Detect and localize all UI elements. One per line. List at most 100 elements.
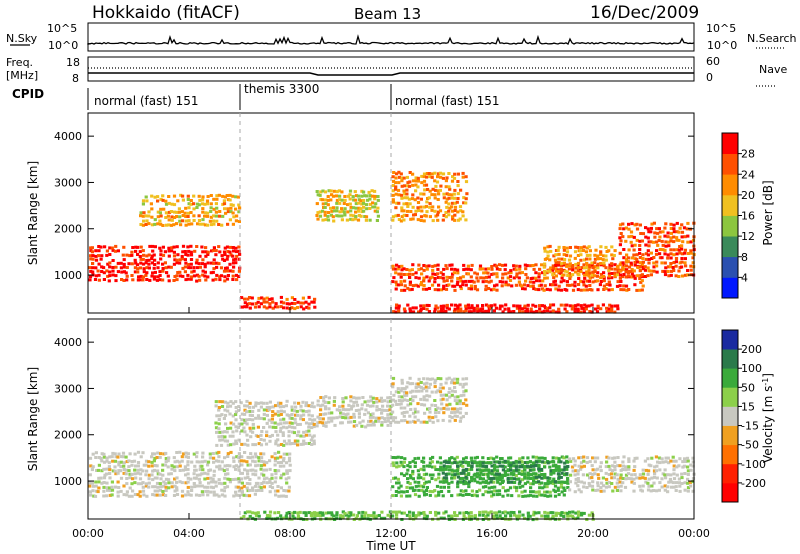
data-pixel	[633, 465, 637, 469]
data-pixel	[600, 481, 604, 485]
data-pixel	[664, 460, 668, 464]
data-pixel	[430, 377, 435, 381]
data-pixel	[145, 278, 149, 281]
data-pixel	[153, 258, 157, 262]
data-pixel	[273, 421, 277, 425]
data-pixel	[543, 465, 547, 469]
data-pixel	[343, 195, 347, 198]
data-pixel	[396, 387, 400, 391]
data-pixel	[526, 511, 530, 515]
data-pixel	[231, 211, 235, 215]
data-pixel	[161, 245, 165, 249]
data-pixel	[318, 193, 322, 197]
data-pixel	[513, 513, 517, 517]
data-pixel	[172, 254, 177, 258]
data-pixel	[189, 277, 193, 281]
data-pixel	[510, 494, 514, 498]
data-pixel	[217, 467, 222, 471]
data-pixel	[377, 419, 381, 423]
data-pixel	[346, 194, 350, 198]
data-pixel	[619, 273, 623, 277]
data-pixel	[91, 489, 95, 493]
data-pixel	[209, 202, 213, 206]
data-pixel	[535, 460, 539, 464]
data-pixel	[601, 476, 605, 480]
data-pixel	[582, 271, 586, 275]
data-pixel	[674, 485, 678, 489]
data-pixel	[192, 274, 197, 278]
data-pixel	[433, 196, 437, 200]
data-pixel	[682, 464, 687, 468]
data-pixel	[245, 469, 249, 473]
data-pixel	[406, 399, 410, 402]
data-pixel	[610, 262, 614, 266]
data-pixel	[644, 243, 648, 247]
data-pixel	[94, 451, 98, 455]
data-pixel	[514, 486, 518, 490]
data-pixel	[587, 513, 591, 517]
data-pixel	[280, 494, 284, 498]
data-pixel	[435, 180, 440, 184]
data-pixel	[565, 303, 569, 307]
data-pixel	[356, 194, 361, 198]
data-pixel	[88, 481, 92, 485]
data-pixel	[354, 210, 358, 214]
data-pixel	[616, 477, 620, 481]
data-pixel	[445, 306, 449, 310]
data-pixel	[635, 456, 639, 460]
data-pixel	[409, 473, 413, 477]
data-pixel	[559, 269, 563, 273]
data-pixel	[271, 306, 275, 310]
data-pixel	[201, 269, 205, 273]
data-pixel	[139, 211, 143, 215]
data-pixel	[509, 269, 513, 273]
data-pixel	[147, 473, 151, 477]
data-pixel	[456, 464, 460, 468]
data-pixel	[512, 477, 517, 481]
data-pixel	[529, 277, 533, 280]
data-pixel	[456, 309, 460, 313]
data-pixel	[316, 217, 320, 221]
data-pixel	[528, 493, 533, 497]
data-pixel	[226, 477, 230, 481]
data-pixel	[451, 272, 455, 276]
data-pixel	[354, 396, 359, 400]
data-pixel	[557, 269, 561, 273]
data-pixel	[246, 438, 250, 442]
data-pixel	[408, 482, 412, 486]
data-pixel	[411, 477, 415, 481]
data-pixel	[403, 192, 407, 196]
data-pixel	[386, 396, 390, 400]
data-pixel	[455, 402, 459, 406]
colorbar-segment	[722, 236, 738, 258]
data-pixel	[437, 283, 441, 287]
data-pixel	[568, 262, 572, 266]
data-pixel	[650, 484, 654, 488]
data-pixel	[473, 284, 477, 288]
data-pixel	[172, 494, 177, 497]
data-pixel	[252, 426, 256, 430]
data-pixel	[492, 272, 496, 276]
data-pixel	[120, 270, 124, 274]
data-pixel	[273, 452, 277, 456]
data-pixel	[268, 435, 272, 438]
data-pixel	[450, 303, 454, 307]
data-pixel	[437, 493, 441, 497]
data-pixel	[164, 266, 168, 270]
data-pixel	[601, 484, 606, 488]
data-pixel	[638, 288, 642, 292]
data-pixel	[357, 206, 361, 210]
data-pixel	[298, 510, 302, 514]
data-pixel	[444, 185, 448, 189]
data-pixel	[222, 202, 227, 206]
data-pixel	[134, 249, 138, 253]
data-pixel	[428, 511, 432, 514]
data-pixel	[641, 232, 645, 236]
data-pixel	[459, 209, 463, 213]
data-pixel	[610, 307, 614, 311]
data-pixel	[462, 511, 466, 515]
data-pixel	[565, 253, 569, 257]
data-pixel	[464, 180, 469, 184]
data-pixel	[522, 516, 527, 520]
data-pixel	[529, 490, 533, 494]
